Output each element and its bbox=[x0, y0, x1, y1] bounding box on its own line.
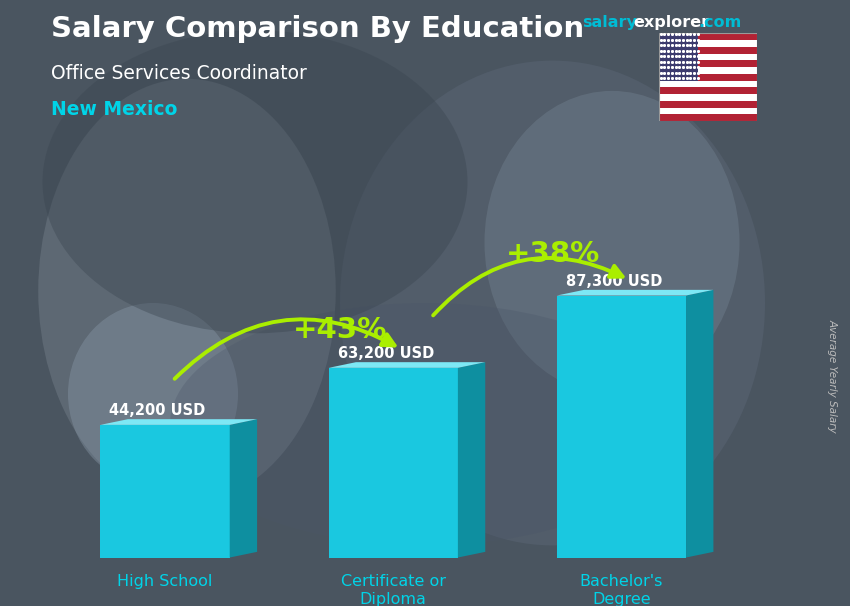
Polygon shape bbox=[100, 419, 257, 425]
Polygon shape bbox=[329, 362, 485, 368]
Polygon shape bbox=[557, 290, 713, 296]
Bar bbox=[659, 108, 756, 115]
Text: explorer: explorer bbox=[633, 15, 710, 30]
Text: Salary Comparison By Education: Salary Comparison By Education bbox=[51, 15, 584, 43]
Bar bbox=[659, 115, 756, 121]
Text: Average Yearly Salary: Average Yearly Salary bbox=[827, 319, 837, 433]
Bar bbox=[659, 81, 756, 87]
Text: .com: .com bbox=[699, 15, 742, 30]
Bar bbox=[659, 53, 756, 61]
Ellipse shape bbox=[484, 91, 740, 394]
Bar bbox=[659, 61, 756, 67]
Text: +38%: +38% bbox=[506, 241, 600, 268]
Text: salary: salary bbox=[582, 15, 638, 30]
Ellipse shape bbox=[68, 303, 238, 485]
Text: +43%: +43% bbox=[292, 316, 388, 344]
Bar bbox=[659, 94, 756, 101]
Text: 44,200 USD: 44,200 USD bbox=[110, 403, 206, 418]
Text: 63,200 USD: 63,200 USD bbox=[337, 346, 434, 361]
Polygon shape bbox=[230, 419, 257, 558]
Text: New Mexico: New Mexico bbox=[51, 100, 178, 119]
Ellipse shape bbox=[42, 30, 468, 333]
Bar bbox=[659, 74, 756, 81]
Bar bbox=[659, 33, 698, 81]
Bar bbox=[659, 67, 756, 74]
Text: Office Services Coordinator: Office Services Coordinator bbox=[51, 64, 307, 82]
Bar bbox=[659, 101, 756, 108]
Ellipse shape bbox=[38, 79, 336, 503]
Ellipse shape bbox=[170, 303, 680, 545]
Ellipse shape bbox=[340, 61, 765, 545]
Bar bbox=[659, 40, 756, 47]
Polygon shape bbox=[686, 290, 713, 558]
Bar bbox=[659, 33, 756, 40]
Polygon shape bbox=[100, 425, 230, 558]
Polygon shape bbox=[329, 368, 458, 558]
Bar bbox=[659, 87, 756, 94]
Polygon shape bbox=[458, 362, 485, 558]
Text: 87,300 USD: 87,300 USD bbox=[565, 273, 662, 288]
Polygon shape bbox=[557, 296, 686, 558]
Bar bbox=[659, 47, 756, 53]
